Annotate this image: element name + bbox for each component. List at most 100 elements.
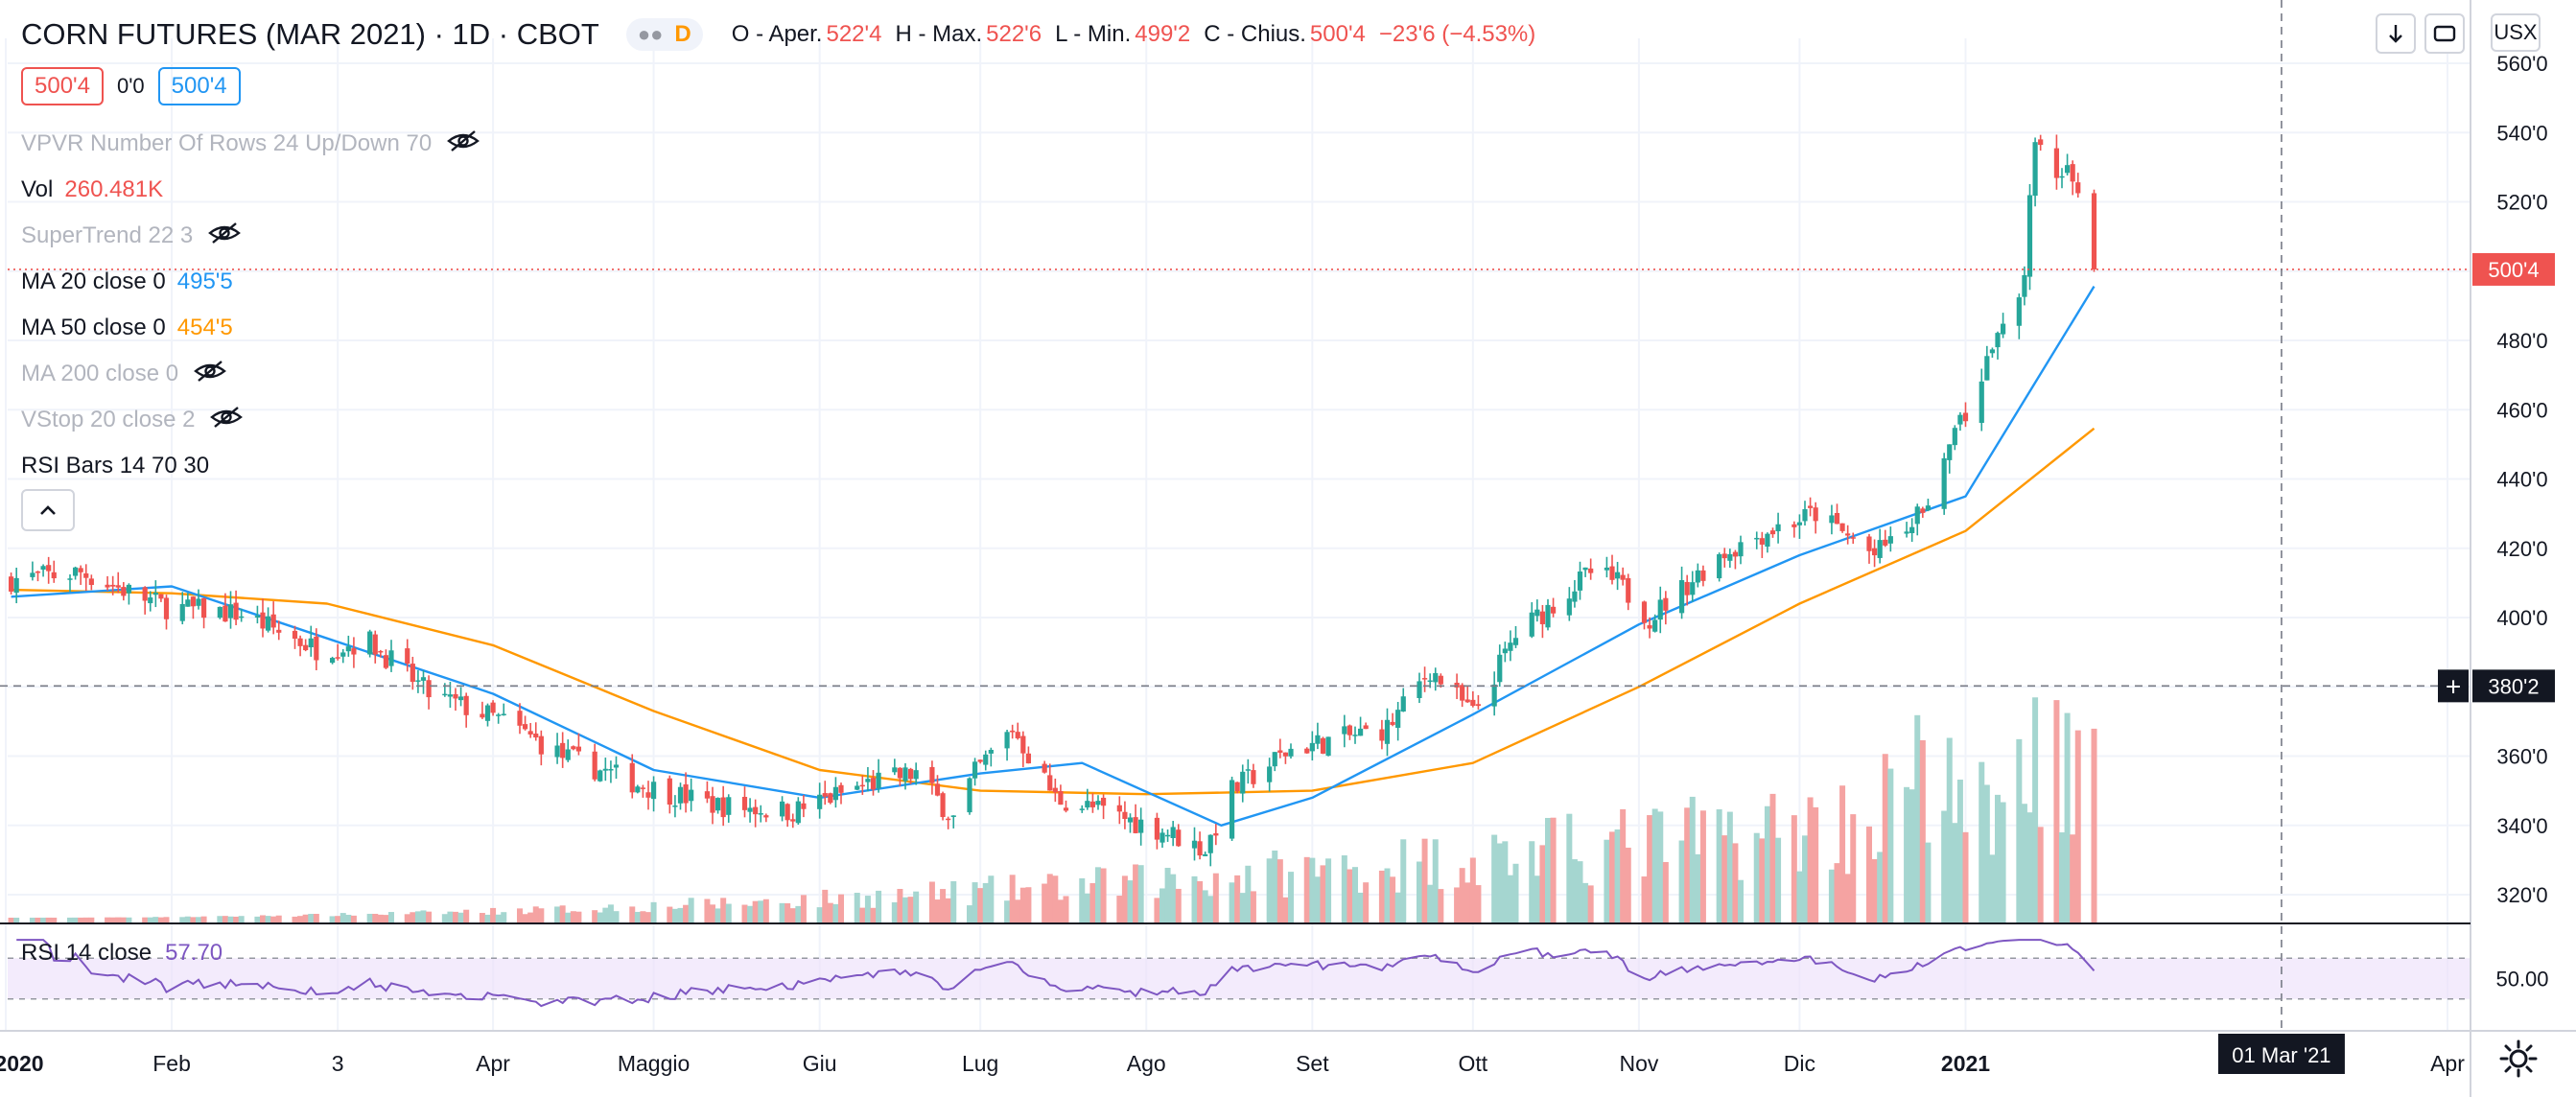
candle-body (677, 786, 684, 804)
buy-button[interactable]: 500'4 (157, 67, 241, 105)
candle-body (934, 783, 941, 796)
legend-vstop[interactable]: VStop 20 close 2 (21, 397, 480, 443)
volume-bar (1378, 870, 1385, 923)
candle-body (1883, 539, 1888, 546)
volume-bar (832, 903, 839, 923)
candle-body (1347, 725, 1353, 735)
candle-body (1213, 833, 1219, 836)
candle-body (1245, 769, 1251, 771)
collapse-legend-button[interactable] (21, 489, 75, 531)
volume-bar (335, 916, 341, 923)
settings-button[interactable] (2497, 1038, 2540, 1080)
rsi-tick-label: 50.00 (2495, 968, 2548, 992)
volume-bar (1417, 861, 1422, 923)
currency-button[interactable]: USX (2491, 13, 2541, 52)
moving-averages (11, 285, 2096, 827)
volume-bar (704, 899, 711, 923)
volume-bar (795, 905, 802, 923)
volume-bar (517, 908, 523, 923)
eye-hidden-icon[interactable] (447, 129, 480, 159)
volume-bar (532, 906, 539, 923)
volume-bar (897, 888, 903, 923)
candle-body (1769, 530, 1776, 535)
volume-bar (762, 899, 769, 923)
volume-bar (870, 907, 877, 923)
volume-bar (490, 907, 497, 923)
candle-body (753, 806, 759, 815)
legend-rsibars[interactable]: RSI Bars 14 70 30 (21, 443, 480, 489)
volume-bar (1925, 842, 1932, 923)
candle-body (763, 815, 769, 818)
volume-bar (1502, 841, 1509, 923)
volume-bar (859, 907, 866, 923)
volume-bar (1764, 805, 1770, 923)
candle-body (1342, 726, 1347, 735)
legend-supertrend[interactable]: SuperTrend 22 3 (21, 213, 480, 259)
candle-body (527, 731, 533, 735)
volume-bar (988, 875, 995, 923)
volume-bar (1956, 780, 1963, 923)
candle-body (1657, 599, 1663, 620)
volume-bar (1276, 859, 1283, 923)
more-icon: ●● (637, 22, 664, 46)
candle-body (308, 638, 314, 648)
volume-bar (1042, 883, 1048, 923)
candle-body (51, 572, 57, 579)
volume-bar (157, 917, 164, 923)
interval-badge[interactable]: ●● D (625, 18, 703, 51)
eye-hidden-icon[interactable] (194, 360, 227, 389)
ohlc-open-value: 522'4 (826, 21, 882, 47)
fullscreen-button[interactable] (2424, 13, 2465, 54)
volume-bar (345, 914, 352, 923)
legend-vol[interactable]: Vol 260.481K (21, 167, 480, 213)
volume-bar (864, 896, 871, 923)
legend-ma20[interactable]: MA 20 close 0 495'5 (21, 259, 480, 305)
volume-bar (2037, 827, 2044, 923)
candle-body (1191, 840, 1198, 849)
candle-body (142, 587, 148, 601)
legend-ma50[interactable]: MA 50 close 0 454'5 (21, 305, 480, 351)
rsi-legend[interactable]: RSI 14 close 57.70 (21, 940, 222, 967)
candle-body (196, 598, 201, 606)
candle-body (817, 794, 823, 809)
x-tick-label: Maggio (618, 1051, 690, 1076)
sell-button[interactable]: 500'4 (21, 67, 104, 105)
candle-body (484, 705, 491, 721)
candle-body (897, 767, 903, 779)
legend-ma200[interactable]: MA 200 close 0 (21, 351, 480, 397)
candle-body (2053, 148, 2060, 178)
volume-bar (602, 907, 609, 923)
candle-body (340, 652, 346, 657)
volume-bar (1341, 855, 1347, 923)
legend-vpvr[interactable]: VPVR Number Of Rows 24 Up/Down 70 (21, 121, 480, 167)
eye-hidden-icon[interactable] (208, 222, 242, 251)
volume-bar (1914, 714, 1921, 923)
candle-body (1491, 684, 1497, 707)
candle-body (1229, 780, 1235, 839)
scroll-down-button[interactable] (2376, 13, 2416, 54)
volume-bar (1046, 874, 1053, 923)
volume-bar (1839, 785, 1846, 923)
volume-bar (570, 911, 576, 923)
candle-body (463, 695, 469, 715)
volume-bar (163, 917, 170, 923)
candle-body (1609, 566, 1615, 580)
volume-bar (607, 904, 614, 923)
candle-body (490, 702, 496, 713)
volume-bar (1352, 867, 1358, 923)
candle-body (88, 578, 94, 586)
volume-bar (35, 917, 41, 923)
candle-body (790, 819, 796, 822)
candle-body (855, 785, 860, 790)
candle-body (67, 578, 73, 580)
candle-body (1475, 704, 1482, 707)
candle-body (1877, 540, 1883, 558)
candle-body (110, 584, 116, 587)
symbol-title[interactable]: CORN FUTURES (MAR 2021) · 1D · CBOT (21, 17, 599, 51)
candle-body (747, 807, 753, 812)
volume-bar (1577, 861, 1583, 923)
candle-body (1925, 505, 1932, 511)
eye-hidden-icon[interactable] (210, 406, 244, 435)
candle-body (1282, 752, 1289, 757)
